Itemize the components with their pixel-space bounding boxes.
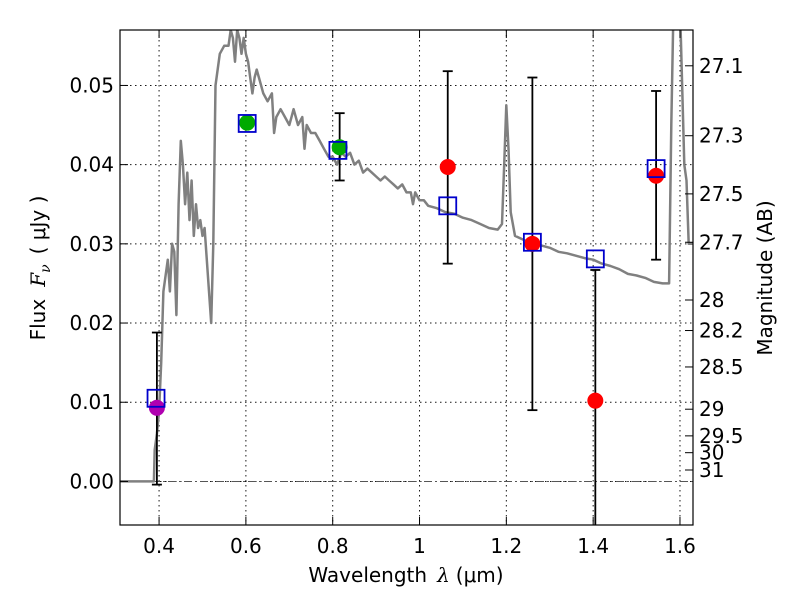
model-photometry-box	[328, 140, 348, 160]
y-tick-label: 0.01	[69, 390, 114, 414]
mag-tick-label: 27.3	[699, 124, 744, 148]
mag-tick-label: 28.2	[699, 319, 744, 343]
y-tick-label: 0.02	[69, 311, 114, 335]
observed-point	[587, 392, 604, 409]
y-tick-label: 0.03	[69, 232, 114, 256]
axes: 0.4 0.6 0.8 1 1.2 1.4 1.6 0.00 0.01 0.02 0.03 0.04 0…	[69, 30, 744, 558]
model-photometry-box	[522, 232, 542, 252]
plot-area	[120, 30, 693, 483]
model-photometry-box	[438, 196, 458, 216]
x-tick-label: 0.8	[317, 534, 349, 558]
y-tick-label: 0.04	[69, 153, 114, 177]
y-tick-label: 0.05	[69, 73, 114, 97]
observed-point	[239, 114, 256, 131]
mag-tick-label: 29.5	[699, 424, 744, 448]
plot-frame	[119, 29, 694, 526]
y-axis-right-label: Magnitude (AB)	[753, 200, 777, 355]
observed-point	[439, 159, 456, 176]
model-photometry-box	[237, 114, 257, 133]
observed-point	[148, 399, 165, 416]
model-photometry-box	[646, 159, 666, 179]
data-markers	[146, 70, 666, 525]
x-tick-label: 0.6	[230, 534, 262, 558]
model-sed-curve	[120, 30, 693, 483]
mag-tick-label: 27.1	[699, 54, 744, 78]
mag-tick-label: 27.5	[699, 182, 744, 206]
mag-tick-label: 31	[699, 458, 724, 482]
y-tick-label: 0.00	[69, 469, 114, 493]
mag-tick-label: 28	[699, 288, 724, 312]
x-tick-label: 1.6	[664, 534, 696, 558]
mag-tick-label: 29	[699, 397, 724, 421]
model-photometry-box	[146, 388, 166, 408]
observed-point	[524, 235, 541, 252]
x-tick-label: 0.4	[143, 534, 175, 558]
mag-tick-label: 28.5	[699, 355, 744, 379]
y-axis-label: FluxFν( μJy )	[26, 196, 54, 341]
x-tick-label: 1.2	[490, 534, 522, 558]
mag-tick-label: 30	[699, 441, 724, 465]
model-photometry-box	[585, 249, 605, 269]
x-tick-label: 1.4	[577, 534, 609, 558]
mag-tick-label: 27.7	[699, 230, 744, 254]
observed-point	[648, 167, 665, 184]
x-axis-label: Wavelength λ (μm)	[308, 563, 503, 587]
x-tick-label: 1	[413, 534, 426, 558]
